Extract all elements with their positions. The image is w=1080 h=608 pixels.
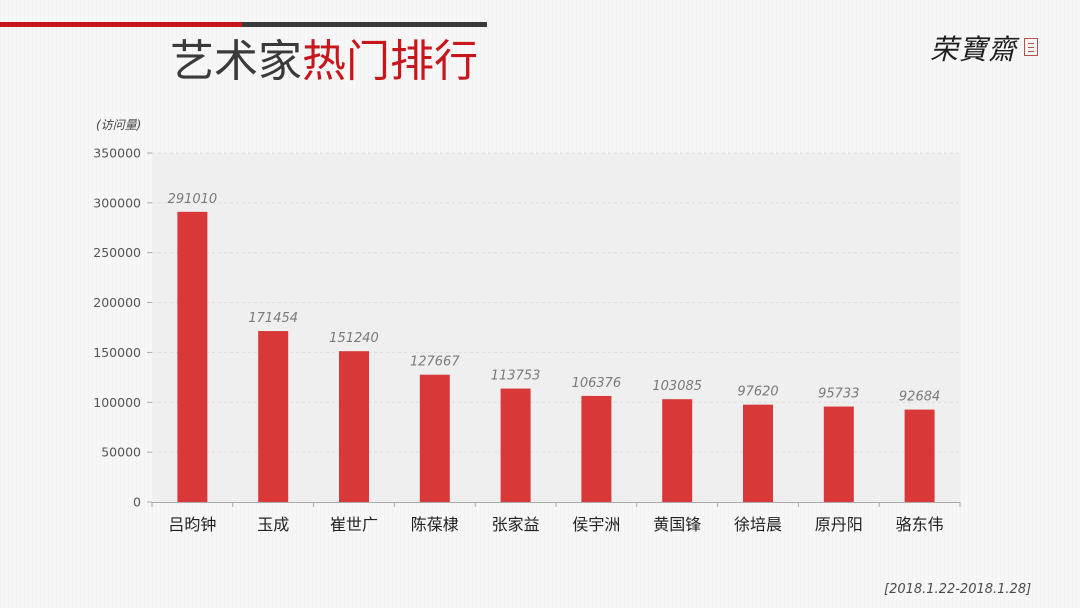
data-label: 92684 bbox=[899, 390, 940, 405]
page-title: 艺术家热门排行 bbox=[170, 34, 478, 90]
bar bbox=[904, 409, 935, 502]
y-tick-label: 200000 bbox=[93, 295, 141, 310]
bar bbox=[177, 211, 208, 502]
y-tick-label: 150000 bbox=[93, 345, 141, 360]
x-category-label: 玉成 bbox=[257, 515, 289, 534]
bar bbox=[662, 399, 693, 502]
bar bbox=[743, 404, 773, 502]
data-label: 113753 bbox=[491, 369, 541, 384]
page-title-part1: 艺术家 bbox=[170, 36, 302, 87]
top-accent-bar-red bbox=[0, 22, 242, 27]
x-category-label: 黄国锋 bbox=[653, 515, 701, 534]
seal-stamp-icon bbox=[1024, 38, 1038, 56]
x-category-label: 张家益 bbox=[492, 515, 540, 534]
x-category-label: 原丹阳 bbox=[815, 515, 863, 534]
data-label: 97620 bbox=[737, 385, 778, 400]
data-label: 171454 bbox=[248, 311, 298, 326]
y-axis-unit-label: (访问量) bbox=[96, 118, 142, 132]
y-tick-label: 250000 bbox=[93, 245, 141, 260]
y-tick-label: 0 bbox=[133, 495, 141, 510]
data-label: 291010 bbox=[168, 192, 218, 207]
y-tick-label: 100000 bbox=[93, 395, 141, 410]
x-category-label: 崔世广 bbox=[330, 515, 378, 534]
x-category-label: 吕昀钟 bbox=[168, 515, 216, 534]
bar bbox=[823, 406, 854, 502]
x-category-label: 侯宇洲 bbox=[572, 515, 620, 534]
page-title-part2: 热门排行 bbox=[302, 36, 478, 87]
bar bbox=[258, 331, 289, 502]
bar bbox=[339, 351, 369, 502]
brand-logo: 荣寶齋 bbox=[930, 26, 1042, 66]
y-tick-label: 50000 bbox=[101, 445, 141, 460]
x-category-label: 徐培晨 bbox=[734, 515, 782, 534]
x-category-label: 骆东伟 bbox=[896, 515, 944, 534]
x-category-label: 陈葆棣 bbox=[411, 515, 459, 534]
brand-logo-text: 荣寶齋 bbox=[930, 33, 1018, 66]
top-accent-bar-dark bbox=[242, 22, 487, 27]
data-label: 106376 bbox=[572, 376, 622, 391]
data-label: 95733 bbox=[818, 387, 859, 402]
y-tick-label: 300000 bbox=[93, 195, 141, 210]
bar bbox=[419, 374, 450, 502]
data-label: 127667 bbox=[410, 355, 460, 370]
y-tick-label: 350000 bbox=[93, 146, 141, 161]
bar bbox=[500, 388, 531, 502]
date-range-label: [2018.1.22-2018.1.28] bbox=[884, 582, 1032, 597]
data-label: 103085 bbox=[652, 379, 702, 394]
bar bbox=[581, 395, 612, 502]
data-label: 151240 bbox=[329, 331, 379, 346]
